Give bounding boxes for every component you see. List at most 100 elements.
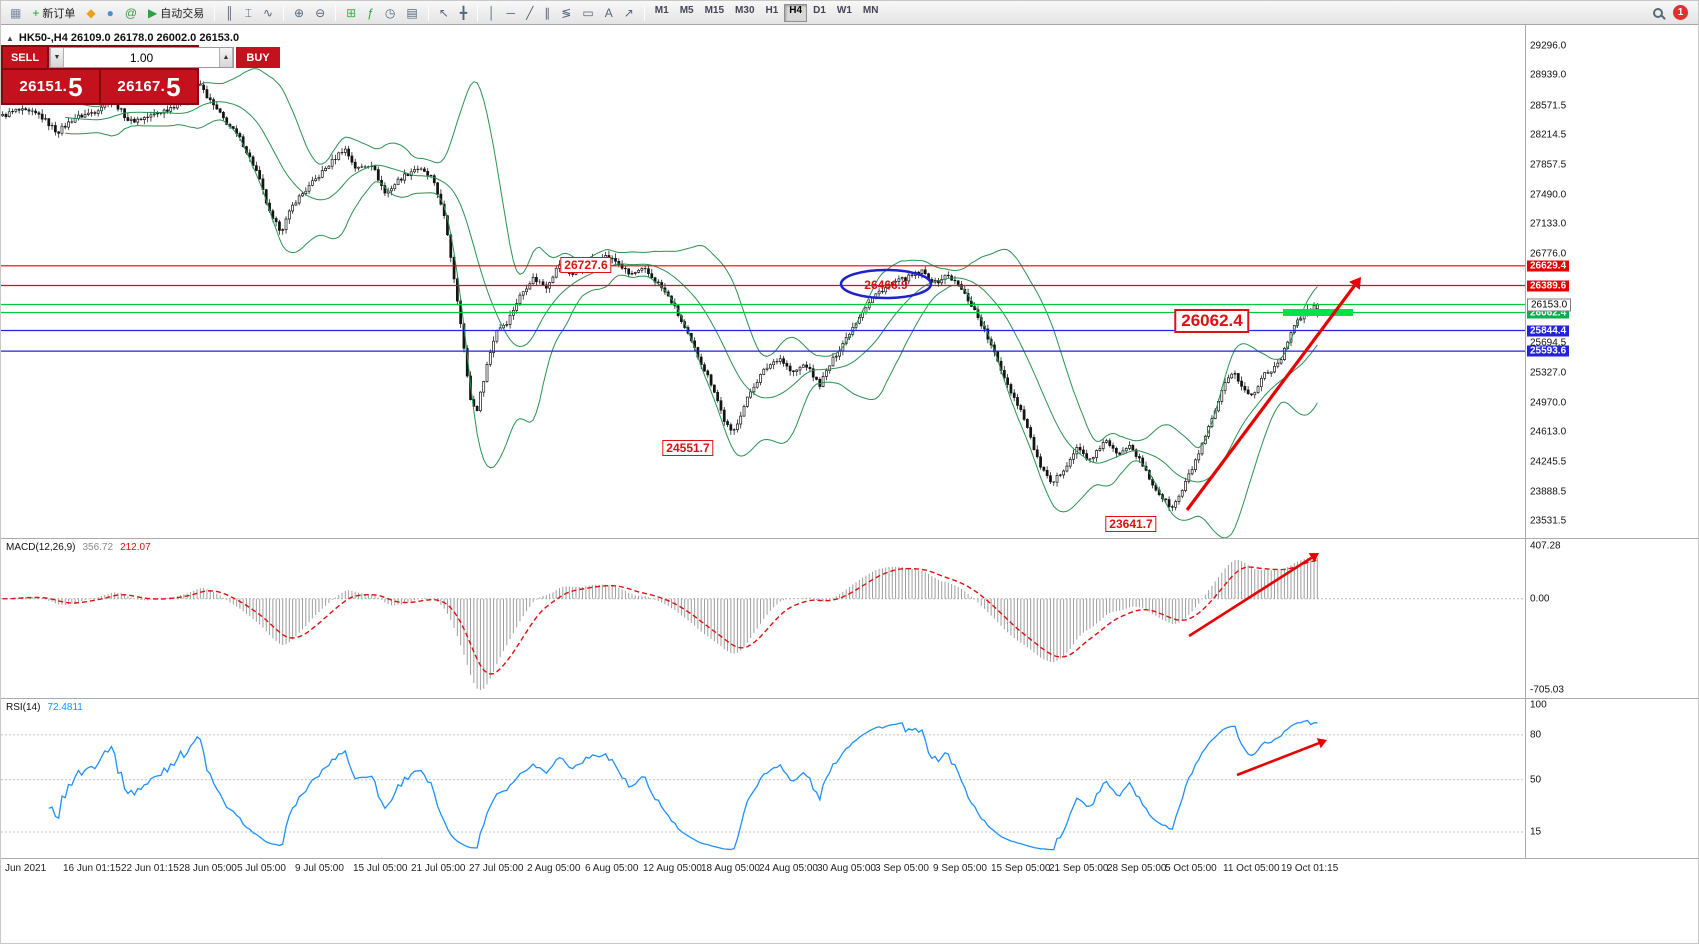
horizontal-line-icon[interactable]: ─ <box>502 3 521 23</box>
web-trading-icon: @ <box>124 5 138 20</box>
new-order-button: + <box>32 5 40 20</box>
periods-icon[interactable]: ◷ <box>380 3 400 23</box>
timeframe-mn[interactable]: MN <box>862 4 879 16</box>
bar-chart-icon[interactable]: ║ <box>220 3 239 23</box>
line-chart-icon: ∿ <box>262 5 274 20</box>
autotrading-button[interactable]: ▶ 自动交易 <box>143 3 209 23</box>
buy-price-main: 26167. <box>117 78 166 95</box>
time-label: Jun 2021 <box>5 863 47 874</box>
price-annotation[interactable]: 23641.7 <box>1105 516 1157 532</box>
timeframe-w1[interactable]: W1 <box>836 4 852 16</box>
buy-price[interactable]: 26167. 5 <box>101 70 197 103</box>
community-icon[interactable]: ● <box>102 3 119 23</box>
time-label: 5 Oct 05:00 <box>1165 863 1217 874</box>
vertical-line-icon[interactable]: │ <box>483 3 501 23</box>
line-chart-icon[interactable]: ∿ <box>258 3 278 23</box>
sell-price[interactable]: 26151. 5 <box>3 70 99 103</box>
trend-arrow[interactable] <box>1185 284 1356 511</box>
macd-chart[interactable] <box>1 539 1525 699</box>
volume-input[interactable] <box>64 48 219 67</box>
candlestick-chart[interactable] <box>1 25 1525 538</box>
chart-window-icon: ▦ <box>10 5 22 20</box>
trend-arrow[interactable] <box>1236 741 1320 777</box>
price-annotation[interactable]: 26062.4 <box>1174 309 1250 333</box>
cursor-icon: ↖ <box>438 5 449 20</box>
macd-main-value: 356.72 <box>82 542 114 553</box>
bollinger-band <box>65 68 1318 449</box>
timeframe-toolbar: M1 M5 M15 M30 H1 H4 D1 W1 MN <box>650 3 884 22</box>
time-label: 12 Aug 05:00 <box>643 863 702 874</box>
timeframe-m5[interactable]: M5 <box>679 4 694 16</box>
templates-icon: ▤ <box>406 5 418 20</box>
timeframe-d1[interactable]: D1 <box>813 4 826 16</box>
trade-panel-row-prices: 26151. 5 26167. 5 <box>3 70 197 103</box>
cursor-icon[interactable]: ↖ <box>434 3 454 23</box>
fibonacci-icon: ≶ <box>561 5 572 20</box>
rsi-line <box>48 719 1318 851</box>
time-axis[interactable]: Jun 2021 16 Jun 01:15 22 Jun 01:15 28 Jun 0… <box>1 858 1698 878</box>
time-label: 6 Aug 05:00 <box>585 863 639 874</box>
candlestick-chart-icon: ⌶ <box>244 5 252 20</box>
trend-arrow-head[interactable] <box>1308 553 1319 563</box>
time-label: 30 Aug 05:00 <box>817 863 876 874</box>
price-tick: 27133.0 <box>1530 218 1567 230</box>
notification-badge[interactable]: 1 <box>1673 5 1688 20</box>
price-tick: 29296.0 <box>1530 40 1567 52</box>
buy-button[interactable]: BUY <box>236 47 280 68</box>
time-label: 24 Aug 05:00 <box>759 863 818 874</box>
search-icon[interactable] <box>1653 7 1663 18</box>
toolbar-separator <box>643 4 645 21</box>
chart-window-icon[interactable]: ▦ <box>5 3 26 23</box>
price-marker-blue: 25844.4 <box>1527 325 1570 336</box>
price-annotation[interactable]: 24551.7 <box>662 440 714 456</box>
sell-button[interactable]: SELL <box>3 47 47 68</box>
panel-toggle-icon[interactable]: ▲ <box>6 33 14 43</box>
price-marker-red: 26629.4 <box>1527 260 1570 272</box>
time-label: 11 Oct 05:00 <box>1223 863 1280 874</box>
price-tick: 25327.0 <box>1530 367 1567 379</box>
macd-histogram <box>5 557 1318 690</box>
crosshair-icon[interactable]: ╋ <box>455 3 472 23</box>
highlight-ellipse[interactable] <box>839 268 933 300</box>
text-icon[interactable]: A <box>600 3 618 23</box>
timeframe-m30[interactable]: M30 <box>735 4 755 16</box>
mql5-book-icon[interactable]: ◆ <box>81 3 100 23</box>
trend-arrow-head[interactable] <box>1316 738 1327 749</box>
zoom-out-icon[interactable]: ⊖ <box>310 3 330 23</box>
autotrading-button: ▶ <box>148 5 158 20</box>
arrow-objects-icon[interactable]: ↗ <box>619 3 639 23</box>
shapes-icon[interactable]: ▭ <box>577 3 598 23</box>
timeframe-m1[interactable]: M1 <box>654 4 669 16</box>
price-tick: 27857.5 <box>1530 159 1567 171</box>
price-annotation[interactable]: 26727.6 <box>560 257 612 273</box>
volume-control: ▼ ▲ <box>49 47 234 68</box>
timeframe-h1[interactable]: H1 <box>765 4 779 16</box>
tile-windows-icon[interactable]: ⊞ <box>341 3 361 23</box>
rsi-chart[interactable] <box>1 699 1525 859</box>
crosshair-icon: ╋ <box>459 5 468 20</box>
zoom-out-icon: ⊖ <box>315 5 326 20</box>
price-tick: 28939.0 <box>1530 69 1567 81</box>
time-label: 21 Sep 05:00 <box>1049 863 1109 874</box>
timeframe-h4[interactable]: H4 <box>784 3 808 22</box>
volume-increase-button[interactable]: ▲ <box>219 48 233 67</box>
thick-green-segment[interactable] <box>1283 309 1353 316</box>
channel-icon[interactable]: ∥ <box>539 3 555 23</box>
new-order-button[interactable]: + 新订单 <box>27 3 80 23</box>
templates-icon[interactable]: ▤ <box>401 3 422 23</box>
trend-arrow[interactable] <box>1188 556 1313 638</box>
candlestick-chart-icon[interactable]: ⌶ <box>240 3 257 23</box>
trend-arrow-head[interactable] <box>1349 277 1361 290</box>
price-marker-red: 26389.6 <box>1527 280 1570 291</box>
fibonacci-icon[interactable]: ≶ <box>556 3 576 23</box>
web-trading-icon[interactable]: @ <box>120 3 142 23</box>
volume-decrease-button[interactable]: ▼ <box>50 48 64 67</box>
timeframe-m15[interactable]: M15 <box>704 4 725 16</box>
price-axis[interactable]: 29296.0 28939.0 28571.5 28214.5 27857.5 27490… <box>1525 25 1698 538</box>
zoom-in-icon: ⊕ <box>294 5 305 20</box>
rsi-scale-tick: 80 <box>1530 729 1542 741</box>
time-label: 2 Aug 05:00 <box>527 863 581 874</box>
indicators-icon[interactable]: ƒ <box>362 3 379 23</box>
zoom-in-icon[interactable]: ⊕ <box>289 3 309 23</box>
trendline-icon[interactable]: ╱ <box>521 3 538 23</box>
